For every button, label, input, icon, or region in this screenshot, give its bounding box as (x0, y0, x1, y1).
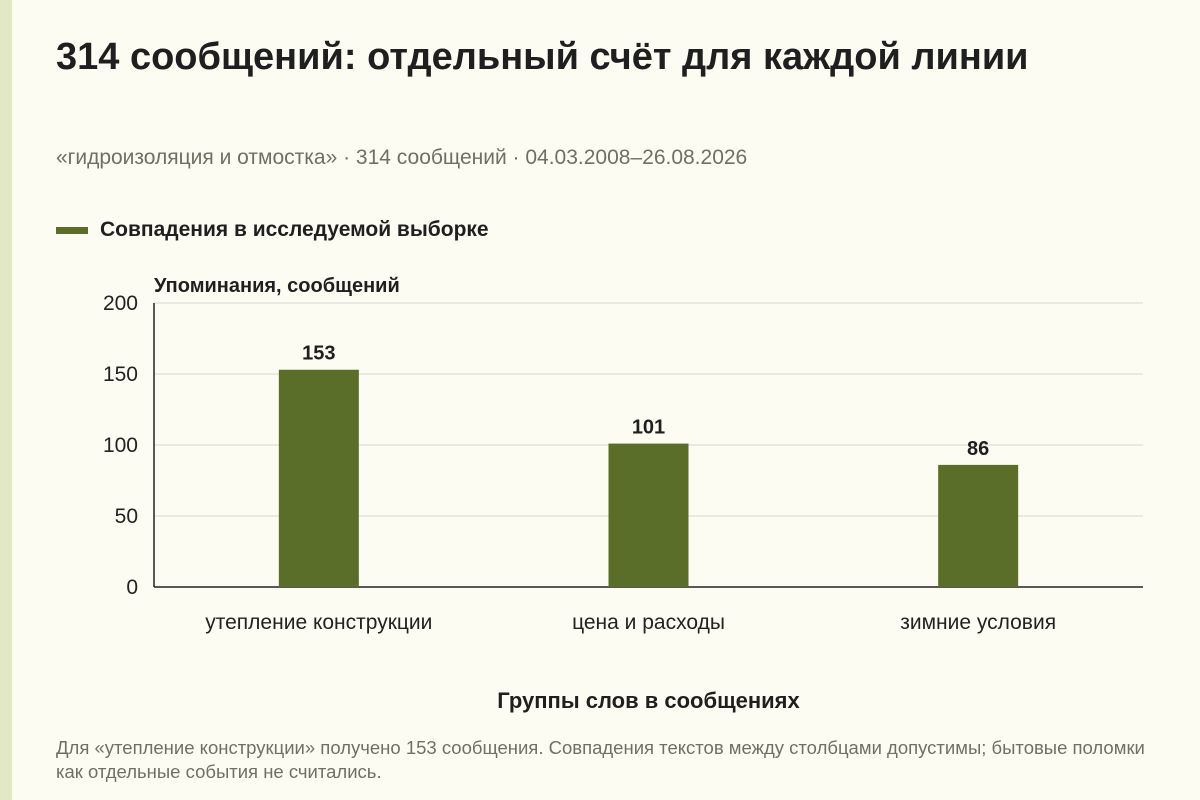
bar-value-label: 86 (967, 438, 989, 460)
x-tick-label: утепление конструкции (205, 611, 432, 634)
chart-title: 314 сообщений: отдельный счёт для каждой… (56, 36, 1029, 78)
x-tick-label: цена и расходы (572, 611, 725, 634)
legend-label: Совпадения в исследуемой выборке (100, 218, 489, 241)
legend: Совпадения в исследуемой выборке (56, 218, 489, 242)
y-tick-label: 100 (103, 434, 138, 457)
chart-subtitle: «гидроизоляция и отмостка» · 314 сообщен… (56, 146, 748, 169)
y-axis-label: Упоминания, сообщений (154, 275, 400, 297)
y-tick-label: 50 (115, 505, 138, 528)
x-axis-label: Группы слов в сообщениях (497, 688, 800, 713)
bar (278, 369, 359, 587)
y-tick-label: 0 (126, 576, 138, 599)
x-tick-label: зимние условия (900, 611, 1056, 634)
bar (938, 464, 1019, 587)
bar (608, 443, 689, 587)
y-tick-label: 150 (103, 363, 138, 386)
bar-value-label: 153 (302, 343, 335, 365)
bar-value-label: 101 (632, 417, 665, 439)
legend-swatch (56, 226, 88, 234)
footnote: Для «утепление конструкции» получено 153… (56, 737, 1145, 782)
y-tick-label: 200 (103, 292, 138, 315)
left-accent-strip (0, 0, 12, 800)
